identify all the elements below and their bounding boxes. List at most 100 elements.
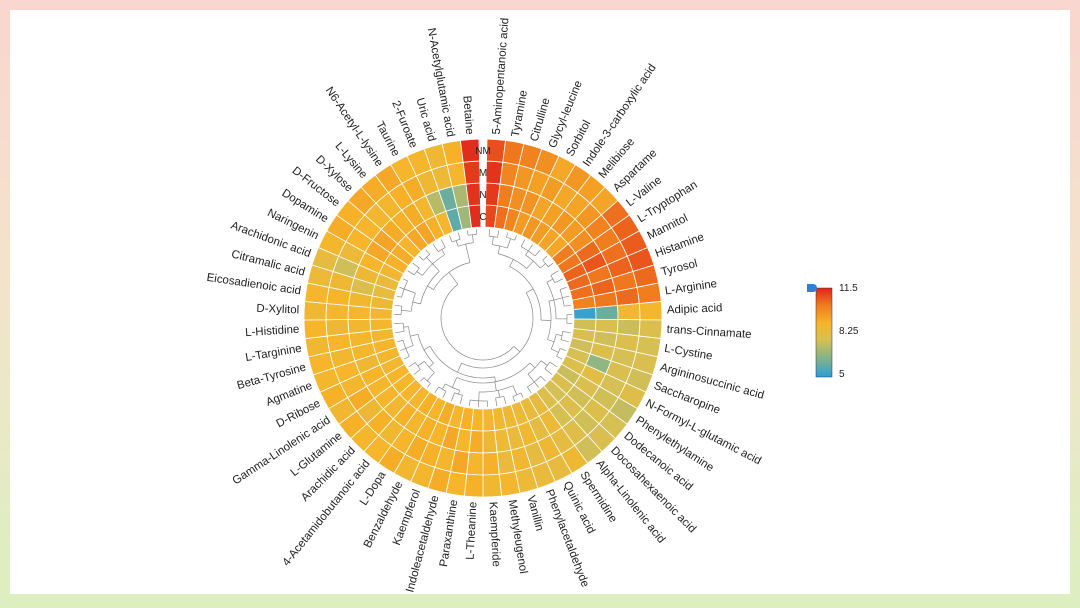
legend-handle-icon[interactable] bbox=[807, 284, 817, 292]
dendrogram-arc bbox=[438, 247, 446, 253]
dendrogram-branch bbox=[395, 330, 405, 334]
dendrogram-branch bbox=[408, 362, 416, 368]
dendrogram-branch bbox=[450, 392, 455, 402]
dendrogram-arc bbox=[438, 386, 447, 392]
dendrogram-branch bbox=[441, 249, 446, 255]
dendrogram-branch bbox=[396, 295, 402, 298]
heatmap-cell bbox=[325, 303, 350, 321]
dendrogram-arc bbox=[461, 292, 534, 369]
metabolite-label: Tyrosol bbox=[660, 258, 699, 279]
metabolite-label: L-Cystine bbox=[663, 343, 713, 363]
legend-colorbar bbox=[815, 287, 833, 378]
metabolite-label: Uric acid bbox=[413, 97, 437, 143]
dendrogram-arc bbox=[550, 334, 557, 350]
dendrogram-branch bbox=[520, 239, 526, 247]
dendrogram-branch bbox=[549, 361, 558, 368]
dendrogram-branch bbox=[451, 377, 458, 388]
dendrogram-branch bbox=[547, 339, 555, 343]
ring-label: C bbox=[479, 212, 486, 223]
heatmap-cell bbox=[303, 300, 328, 321]
dendrogram-branch bbox=[509, 259, 514, 267]
dendrogram-branch bbox=[423, 346, 431, 350]
dendrogram-arc bbox=[429, 346, 495, 379]
dendrogram-branch bbox=[400, 348, 406, 351]
dendrogram-branch bbox=[556, 333, 563, 336]
dendrogram-branch bbox=[426, 257, 433, 265]
dendrogram-branch bbox=[534, 249, 541, 257]
dendrogram-branch bbox=[416, 271, 423, 276]
dendrogram-branch bbox=[449, 235, 453, 243]
dendrogram-branch bbox=[465, 243, 471, 263]
dendrogram-branch bbox=[488, 229, 490, 237]
dendrogram-arc bbox=[414, 267, 420, 276]
dendrogram-arc bbox=[489, 235, 498, 238]
dendrogram-arc bbox=[420, 270, 440, 304]
metabolite-label: L-Arginine bbox=[664, 278, 718, 297]
dendrogram-branch bbox=[420, 377, 425, 382]
heatmap-cell bbox=[638, 319, 663, 340]
metabolite-label: Vanillin bbox=[524, 494, 545, 532]
metabolite-labels: 5-Aminopentanoic acidTyramineCitrullineG… bbox=[206, 17, 766, 593]
dendrogram-branch bbox=[418, 255, 424, 261]
dendrogram-arc bbox=[457, 242, 474, 247]
dendrogram-branch bbox=[440, 239, 446, 248]
dendrogram-branch bbox=[428, 362, 434, 368]
dendrogram-branch bbox=[434, 386, 439, 394]
dendrogram-branch bbox=[551, 348, 559, 353]
dendrogram-branch bbox=[494, 381, 497, 391]
metabolite-label: Tyramine bbox=[510, 89, 530, 138]
dendrogram-branch bbox=[540, 376, 546, 382]
dendrogram-branch bbox=[401, 310, 412, 312]
heatmap-cell bbox=[482, 429, 498, 454]
dendrogram-branch bbox=[514, 235, 517, 241]
heatmap-cell bbox=[638, 300, 663, 321]
dendrogram-branch bbox=[559, 286, 567, 291]
dendrogram-branch bbox=[491, 236, 494, 245]
metabolite-label: Kaempferide bbox=[487, 501, 502, 567]
dendrogram-branch bbox=[556, 355, 563, 360]
dendrogram-branch bbox=[528, 244, 534, 252]
dendrogram-arc bbox=[525, 254, 541, 269]
chart-card: 5-Aminopentanoic acid Tyramine Citrulline G… bbox=[10, 10, 1070, 594]
dendrogram-branch bbox=[442, 391, 447, 398]
legend-tick-max: 11.5 bbox=[839, 283, 858, 294]
dendrogram-arc bbox=[527, 376, 541, 388]
dendrogram-branch bbox=[512, 396, 516, 402]
dendrogram-branch bbox=[553, 297, 563, 301]
dendrogram-branch bbox=[506, 238, 511, 249]
dendrogram-branch bbox=[412, 301, 421, 305]
ring-labels: NM MNC bbox=[475, 146, 491, 223]
dendrogram-branch bbox=[520, 392, 524, 398]
dendrogram-branch bbox=[394, 304, 402, 307]
heatmap-cell bbox=[482, 473, 503, 498]
dendrogram-branch bbox=[534, 381, 539, 388]
dendrogram-branch bbox=[402, 278, 408, 282]
ring-label: NM bbox=[475, 146, 491, 157]
legend-tick-min: 5 bbox=[839, 369, 845, 380]
dendrogram-branch bbox=[426, 372, 435, 381]
metabolite-label: trans-Cinnamate bbox=[666, 324, 752, 341]
dendrogram-arc bbox=[520, 246, 536, 257]
dendrogram-arc bbox=[456, 362, 531, 384]
circular-heatmap: 5-Aminopentanoic acidTyramineCitrullineG… bbox=[206, 17, 859, 593]
ring-label: N bbox=[479, 190, 486, 201]
dendrogram-branch bbox=[562, 331, 571, 334]
color-legend: 11.5 8.25 5 bbox=[807, 283, 859, 380]
dendrogram-arc bbox=[445, 383, 460, 391]
dendrogram-branch bbox=[448, 272, 459, 285]
dendrogram-branch bbox=[457, 232, 461, 240]
dendrogram-branch bbox=[441, 383, 446, 390]
dendrogram-arc bbox=[527, 360, 542, 375]
metabolite-label: Paraxanthine bbox=[438, 499, 460, 568]
dendrogram-branch bbox=[399, 286, 405, 290]
dendrogram bbox=[394, 229, 572, 407]
metabolite-label: D-Xylitol bbox=[256, 303, 299, 317]
dendrogram-branch bbox=[554, 278, 564, 284]
dendrogram-branch bbox=[512, 385, 518, 395]
metabolite-label: Betaine bbox=[460, 95, 475, 135]
dendrogram-branch bbox=[472, 234, 474, 243]
dendrogram-branch bbox=[526, 260, 534, 269]
metabolite-label: L-Histidine bbox=[245, 324, 300, 339]
dendrogram-arc bbox=[402, 340, 410, 357]
dendrogram-arc bbox=[423, 254, 430, 261]
